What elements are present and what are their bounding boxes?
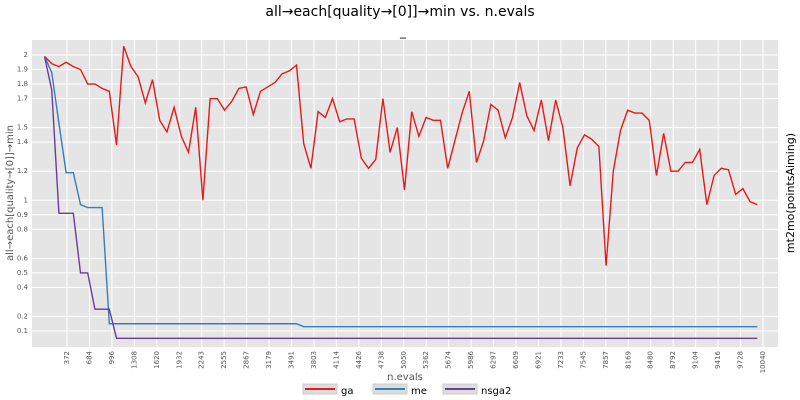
y-tick-label: 1.9 [17, 65, 28, 73]
y-tick-label: 1 [24, 196, 28, 204]
series-line [44, 46, 758, 266]
y-tick-label: 0.8 [17, 225, 28, 233]
x-tick-label: 1932 [175, 351, 183, 369]
x-tick-label: 5986 [467, 350, 475, 368]
grid: 0.1 0.2 0.4 0.5 0.6 0.8 0.9 1 1.2 1.4 1.5 1.7 1.8 1.9… [17, 40, 778, 373]
x-tick-label: 3803 [310, 351, 318, 369]
y-tick-label: 0.2 [17, 312, 28, 320]
legend-label: me [411, 386, 427, 397]
x-tick-label: 3491 [288, 351, 296, 369]
plot-background [32, 40, 778, 347]
legend: ga me nsga2 [302, 383, 511, 397]
y-tick-label: 0.5 [17, 269, 28, 277]
x-tick-label: 10040 [759, 351, 767, 373]
x-tick-label: 9104 [692, 350, 700, 368]
y-tick-label: 0.6 [17, 254, 29, 262]
x-tick-label: 1620 [153, 351, 161, 369]
chart-title: all→each[quality→[0]]→min vs. n.evals [265, 4, 534, 20]
x-tick-label: 372 [63, 351, 71, 364]
x-axis-label: n.evals [387, 372, 423, 383]
x-tick-label: 8480 [647, 351, 655, 369]
x-tick-label: 4426 [355, 350, 363, 368]
legend-label: ga [341, 386, 353, 397]
right-label: mt2mo(pointsAiming) [784, 133, 797, 253]
x-tick-label: 6297 [490, 351, 498, 369]
x-tick-label: 7857 [602, 351, 610, 369]
y-tick-label: 0.1 [17, 327, 28, 335]
y-tick-label: 1.7 [17, 95, 28, 103]
x-tick-label: 6609 [512, 351, 520, 369]
y-tick-label: 0.4 [17, 283, 29, 291]
y-tick-label: 0.9 [17, 211, 28, 219]
y-tick-label: 1.4 [17, 138, 29, 146]
x-tick-label: 4114 [332, 350, 340, 368]
x-tick-label: 7545 [579, 351, 587, 369]
x-tick-label: 1308 [130, 351, 138, 369]
x-tick-label: 5362 [422, 351, 430, 369]
x-tick-label: 3179 [265, 351, 273, 369]
y-tick-label: 2 [24, 51, 28, 59]
series-line [43, 56, 758, 339]
x-tick-label: 684 [85, 350, 93, 364]
x-tick-label: 5674 [445, 350, 453, 368]
lines [43, 46, 758, 339]
x-tick-label: 8792 [669, 351, 677, 369]
x-tick-label: 6921 [534, 351, 542, 369]
y-axis-label: all→each[quality→[0]]→min [5, 125, 16, 261]
x-tick-label: 5050 [400, 351, 408, 369]
y-tick-label: 1.8 [17, 80, 28, 88]
x-tick-label: 9728 [737, 351, 745, 369]
x-tick-label: 4738 [377, 351, 385, 369]
x-tick-label: 2555 [220, 351, 228, 369]
x-tick-label: 996 [108, 350, 116, 364]
x-tick-label: 9416 [714, 350, 722, 368]
x-tick-label: 7233 [557, 351, 565, 369]
x-tick-label: 2867 [243, 351, 251, 369]
y-tick-label: 1.5 [17, 124, 28, 132]
x-tick-label: 2243 [198, 351, 206, 369]
legend-label: nsga2 [481, 386, 511, 397]
y-tick-label: 1.2 [17, 167, 28, 175]
series-line [43, 56, 758, 328]
x-tick-label: 8169 [624, 351, 632, 369]
chart-subtitle: _ [399, 25, 407, 39]
